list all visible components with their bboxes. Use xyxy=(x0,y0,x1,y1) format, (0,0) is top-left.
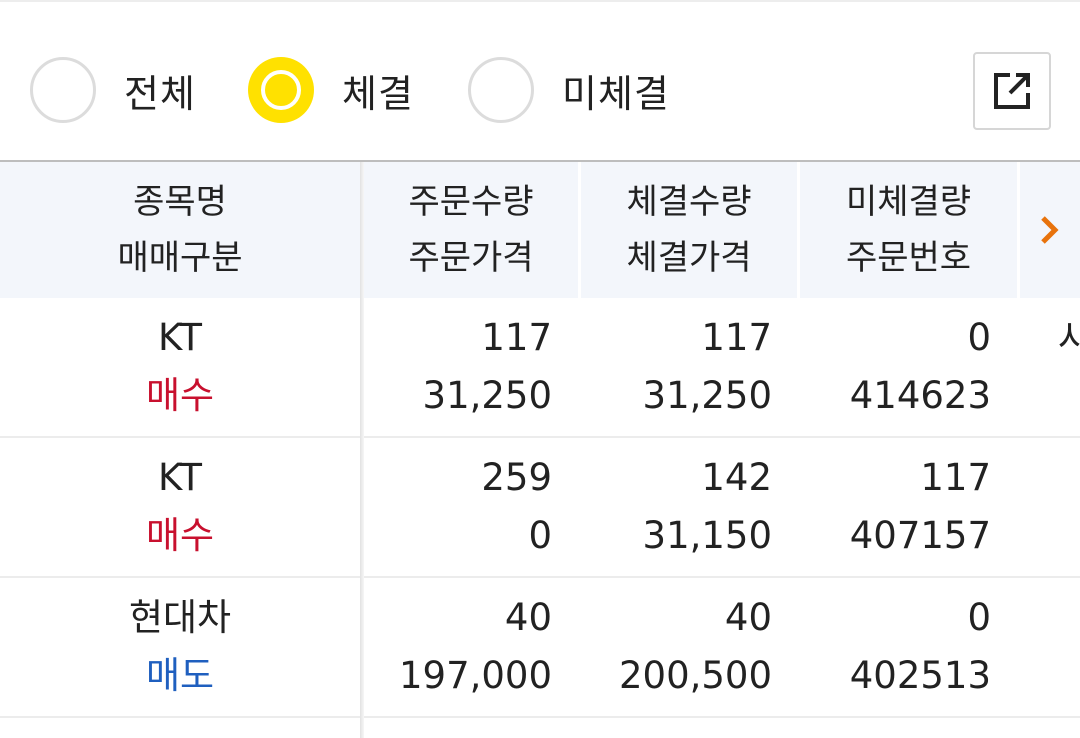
order-qty: 117 xyxy=(481,316,552,359)
export-button[interactable] xyxy=(973,52,1051,130)
header-line: 주문가격 xyxy=(408,238,534,278)
stock-name: KT xyxy=(158,316,202,359)
cell-name-side: KT 매수 xyxy=(0,298,360,436)
header-line: 종목명 xyxy=(133,182,227,222)
filter-bar: 전체 체결 미체결 xyxy=(0,2,1080,160)
order-table: 종목명 매매구분 주문수량 주문가격 체결수량 체결가격 미체결량 주문번호 K… xyxy=(0,160,1080,738)
top-divider xyxy=(0,0,1080,2)
header-exec-qty-price: 체결수량 체결가격 xyxy=(581,162,797,298)
header-line: 체결수량 xyxy=(626,182,752,222)
stock-name: 현대차 xyxy=(128,596,232,639)
table-row[interactable]: 현대차 매도 40 197,000 40 200,500 0 402513 xyxy=(0,578,1080,718)
exec-qty: 142 xyxy=(701,456,772,499)
exec-price: 31,150 xyxy=(642,514,772,557)
order-price: 0 xyxy=(528,514,552,557)
order-number: 407157 xyxy=(849,514,991,557)
header-name-side: 종목명 매매구분 xyxy=(0,162,360,298)
unfilled-qty: 0 xyxy=(967,596,991,639)
radio-circle-icon[interactable] xyxy=(468,57,534,123)
exec-qty: 40 xyxy=(724,596,772,639)
next-column-peek: 사 xyxy=(1058,317,1080,360)
chevron-right-icon xyxy=(1041,216,1059,244)
filter-all-radio[interactable]: 전체 xyxy=(30,52,196,128)
scroll-right-button[interactable] xyxy=(1020,162,1080,298)
order-price: 197,000 xyxy=(398,654,552,697)
order-qty: 40 xyxy=(504,596,552,639)
cell-order: 259 0 xyxy=(364,438,552,576)
order-qty: 259 xyxy=(481,456,552,499)
order-number: 402513 xyxy=(849,654,991,697)
external-link-icon xyxy=(994,73,1030,109)
filter-unexecuted-radio[interactable]: 미체결 xyxy=(468,52,670,128)
unfilled-qty: 117 xyxy=(920,456,991,499)
header-line: 주문번호 xyxy=(845,238,972,278)
header-separator xyxy=(1017,162,1020,298)
cell-unfilled: 117 407157 xyxy=(800,438,991,576)
frozen-column-divider xyxy=(360,162,364,738)
header-line: 미체결량 xyxy=(845,182,972,222)
header-line: 주문수량 xyxy=(408,182,534,222)
order-price: 31,250 xyxy=(422,374,552,417)
stock-name: KT xyxy=(158,456,202,499)
trade-side: 매수 xyxy=(145,514,215,557)
header-line: 체결가격 xyxy=(626,238,752,278)
header-unfilled-orderno: 미체결량 주문번호 xyxy=(800,162,1017,298)
trade-side: 매수 xyxy=(145,374,215,417)
cell-unfilled: 0 414623 xyxy=(800,298,991,436)
cell-order: 40 197,000 xyxy=(364,578,552,716)
trade-side: 매도 xyxy=(145,654,215,697)
header-separator xyxy=(797,162,800,298)
cell-exec: 117 31,250 xyxy=(581,298,772,436)
table-row[interactable]: KT 매수 259 0 142 31,150 117 407157 xyxy=(0,438,1080,578)
filter-all-label: 전체 xyxy=(124,71,196,116)
header-line: 매매구분 xyxy=(117,238,243,278)
exec-price: 200,500 xyxy=(618,654,772,697)
exec-qty: 117 xyxy=(701,316,772,359)
header-order-qty-price: 주문수량 주문가격 xyxy=(364,162,578,298)
header-separator xyxy=(578,162,581,298)
radio-circle-icon[interactable] xyxy=(30,57,96,123)
cell-order: 117 31,250 xyxy=(364,298,552,436)
filter-executed-label: 체결 xyxy=(342,71,414,116)
filter-executed-radio[interactable]: 체결 xyxy=(248,52,414,128)
cell-name-side: 현대차 매도 xyxy=(0,578,360,716)
table-header: 종목명 매매구분 주문수량 주문가격 체결수량 체결가격 미체결량 주문번호 xyxy=(0,162,1080,298)
filter-unexecuted-label: 미체결 xyxy=(562,71,670,116)
cell-exec: 40 200,500 xyxy=(581,578,772,716)
cell-exec: 142 31,150 xyxy=(581,438,772,576)
table-row[interactable]: KT 매수 117 31,250 117 31,250 0 414623 사 xyxy=(0,298,1080,438)
radio-checked-icon[interactable] xyxy=(248,57,314,123)
order-number: 414623 xyxy=(849,374,991,417)
cell-unfilled: 0 402513 xyxy=(800,578,991,716)
exec-price: 31,250 xyxy=(642,374,772,417)
cell-name-side: KT 매수 xyxy=(0,438,360,576)
unfilled-qty: 0 xyxy=(967,316,991,359)
